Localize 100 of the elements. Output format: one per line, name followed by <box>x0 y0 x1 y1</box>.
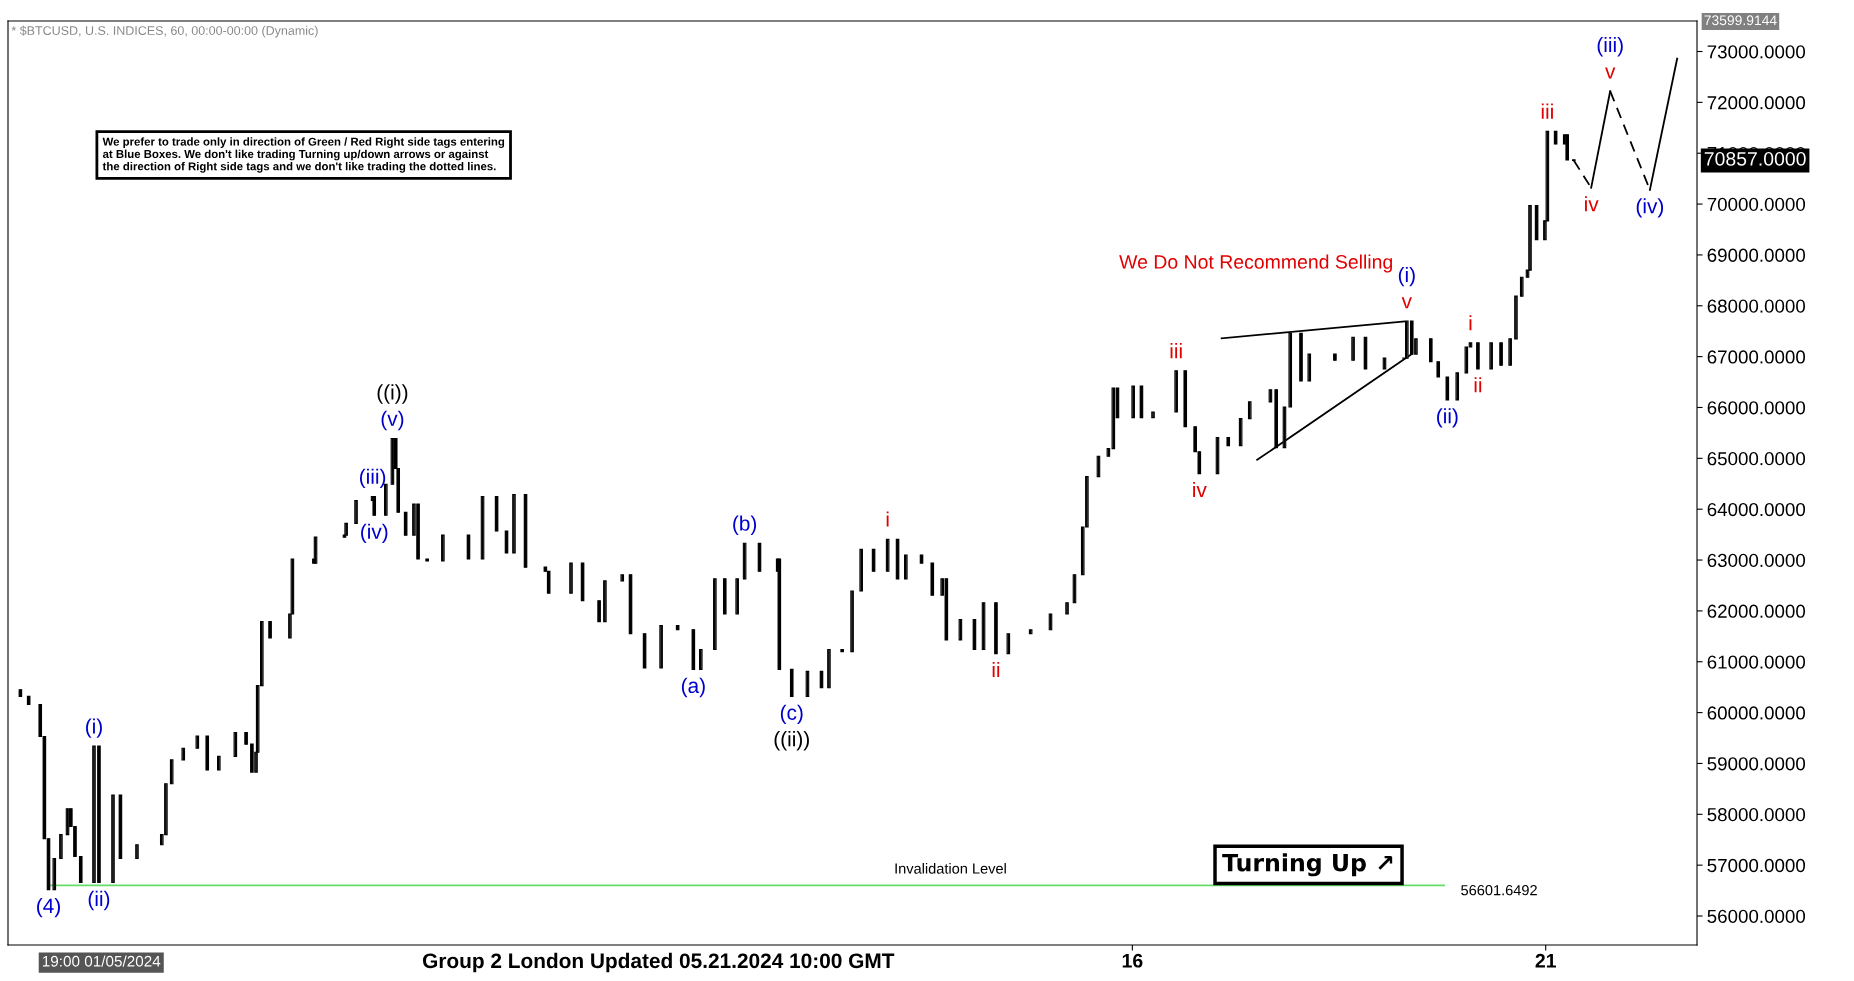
candlestick <box>1151 411 1155 419</box>
annotation: (a) <box>681 677 705 698</box>
candlestick <box>135 843 139 860</box>
candlestick <box>217 755 221 771</box>
annotation: (iv) <box>361 523 388 544</box>
y-tick-label: 66000.0000 <box>1707 401 1806 415</box>
candlestick <box>1183 370 1188 428</box>
candlestick <box>735 578 739 615</box>
annotation: iii <box>1170 343 1182 359</box>
candlestick <box>1307 353 1312 382</box>
candlestick <box>512 493 516 554</box>
candlestick <box>425 558 429 562</box>
y-tick-label: 62000.0000 <box>1707 604 1806 618</box>
candlestick <box>1489 342 1493 370</box>
y-tick-label: 73000.0000 <box>1707 45 1806 59</box>
candlestick <box>466 534 471 560</box>
y-tick-label: 60000.0000 <box>1707 706 1806 720</box>
candlestick <box>1139 385 1144 419</box>
chart-title: * $BTCUSD, U.S. INDICES, 60, 00:00-00:00 (Dynamic) <box>11 25 318 38</box>
annotation: i <box>886 511 889 527</box>
annotation: iii <box>1541 103 1553 119</box>
annotation: ii <box>992 661 1000 678</box>
candlestick <box>859 548 863 592</box>
y-tick-label: 59000.0000 <box>1707 757 1806 771</box>
candlestick <box>546 570 551 594</box>
annotation: (iv) <box>1636 198 1664 218</box>
annotation: v <box>1605 67 1616 79</box>
candlestick <box>181 747 186 761</box>
candlestick <box>850 590 854 653</box>
candlestick <box>441 534 445 562</box>
annotation: (ii) <box>88 890 110 911</box>
candlestick <box>494 495 499 532</box>
annotation: (i) <box>1398 266 1415 287</box>
candlestick <box>1476 342 1480 370</box>
candlestick <box>603 580 607 623</box>
annotation: iv <box>1193 481 1207 498</box>
y-tick-label: 56000.0000 <box>1707 909 1806 923</box>
text: 73599.9144 <box>1704 15 1777 26</box>
candlestick <box>480 495 485 560</box>
candlestick <box>569 562 573 594</box>
candlestick <box>1131 385 1135 419</box>
annotation: ((i)) <box>377 384 408 404</box>
candlestick <box>1363 336 1368 370</box>
annotation: (4) <box>37 897 60 918</box>
candlestick <box>403 511 408 536</box>
candlestick <box>1455 372 1460 401</box>
annotation: (ii) <box>1437 408 1458 428</box>
candlestick <box>713 578 717 651</box>
y-tick-label: 69000.0000 <box>1707 248 1806 262</box>
candlestick <box>118 794 123 860</box>
y-tick-label: 65000.0000 <box>1707 452 1806 466</box>
annotation: (iii) <box>360 468 386 489</box>
y-tick-label: 68000.0000 <box>1707 299 1806 313</box>
candlestick <box>904 554 908 580</box>
candlestick <box>1519 276 1524 297</box>
annotation: (b) <box>733 515 757 535</box>
candlestick <box>523 493 528 568</box>
annotation: 56601.6492 <box>1461 885 1537 896</box>
annotation: (i) <box>86 718 102 738</box>
y-tick-label: 64000.0000 <box>1707 502 1806 517</box>
annotation: We prefer to trade only in direction of Green / Red Right side tags entering at Blue Boxes. We don't like trading Turning up/down arrows or against the direction of Right side tags and we don't like trading the dotted lines. <box>102 137 505 173</box>
candlestick <box>930 562 935 596</box>
y-tick-label: 70000.0000 <box>1707 197 1806 212</box>
y-tick-label: 57000.0000 <box>1707 858 1806 873</box>
annotation: i <box>1469 315 1472 331</box>
candlestick <box>1174 370 1178 413</box>
candlestick <box>169 759 174 785</box>
candlestick <box>504 530 509 554</box>
candlestick <box>1282 406 1287 449</box>
candlestick <box>250 743 254 773</box>
annotation: v <box>1401 297 1412 309</box>
x-tick-label: 16 <box>1122 953 1143 968</box>
candlestick <box>313 536 318 564</box>
y-tick-label: 63000.0000 <box>1707 553 1806 568</box>
y-tick-label: 61000.0000 <box>1707 655 1806 669</box>
annotation: Invalidation Level <box>895 863 1006 874</box>
candlestick <box>1215 436 1220 475</box>
candlestick <box>580 562 585 602</box>
candlestick <box>1096 455 1101 478</box>
annotation: Turning Up ↗ <box>1222 853 1393 877</box>
annotation: (v) <box>381 410 404 431</box>
candlestick <box>1464 346 1469 374</box>
candlestick <box>1226 436 1231 447</box>
text: Group 2 London Updated 05.21.2024 10:00 GMT <box>422 952 895 973</box>
x-tick-label: 21 <box>1535 953 1556 968</box>
y-tick-label: 67000.0000 <box>1707 350 1806 364</box>
candlestick <box>1247 401 1252 420</box>
candlestick <box>1428 337 1433 363</box>
annotation: We Do Not Recommend Selling <box>1119 254 1392 273</box>
candlestick <box>205 735 210 771</box>
candlestick <box>416 503 420 560</box>
text: 19:00 01/05/2024 <box>42 955 161 967</box>
candlestick <box>1445 376 1450 401</box>
annotation: iv <box>1585 196 1599 212</box>
annotation: ii <box>1474 377 1482 393</box>
candlestick <box>742 542 747 580</box>
candlestick <box>944 578 949 641</box>
annotation: (c) <box>780 704 803 725</box>
y-tick-label: 58000.0000 <box>1707 808 1806 822</box>
annotation: ((ii)) <box>774 731 809 751</box>
